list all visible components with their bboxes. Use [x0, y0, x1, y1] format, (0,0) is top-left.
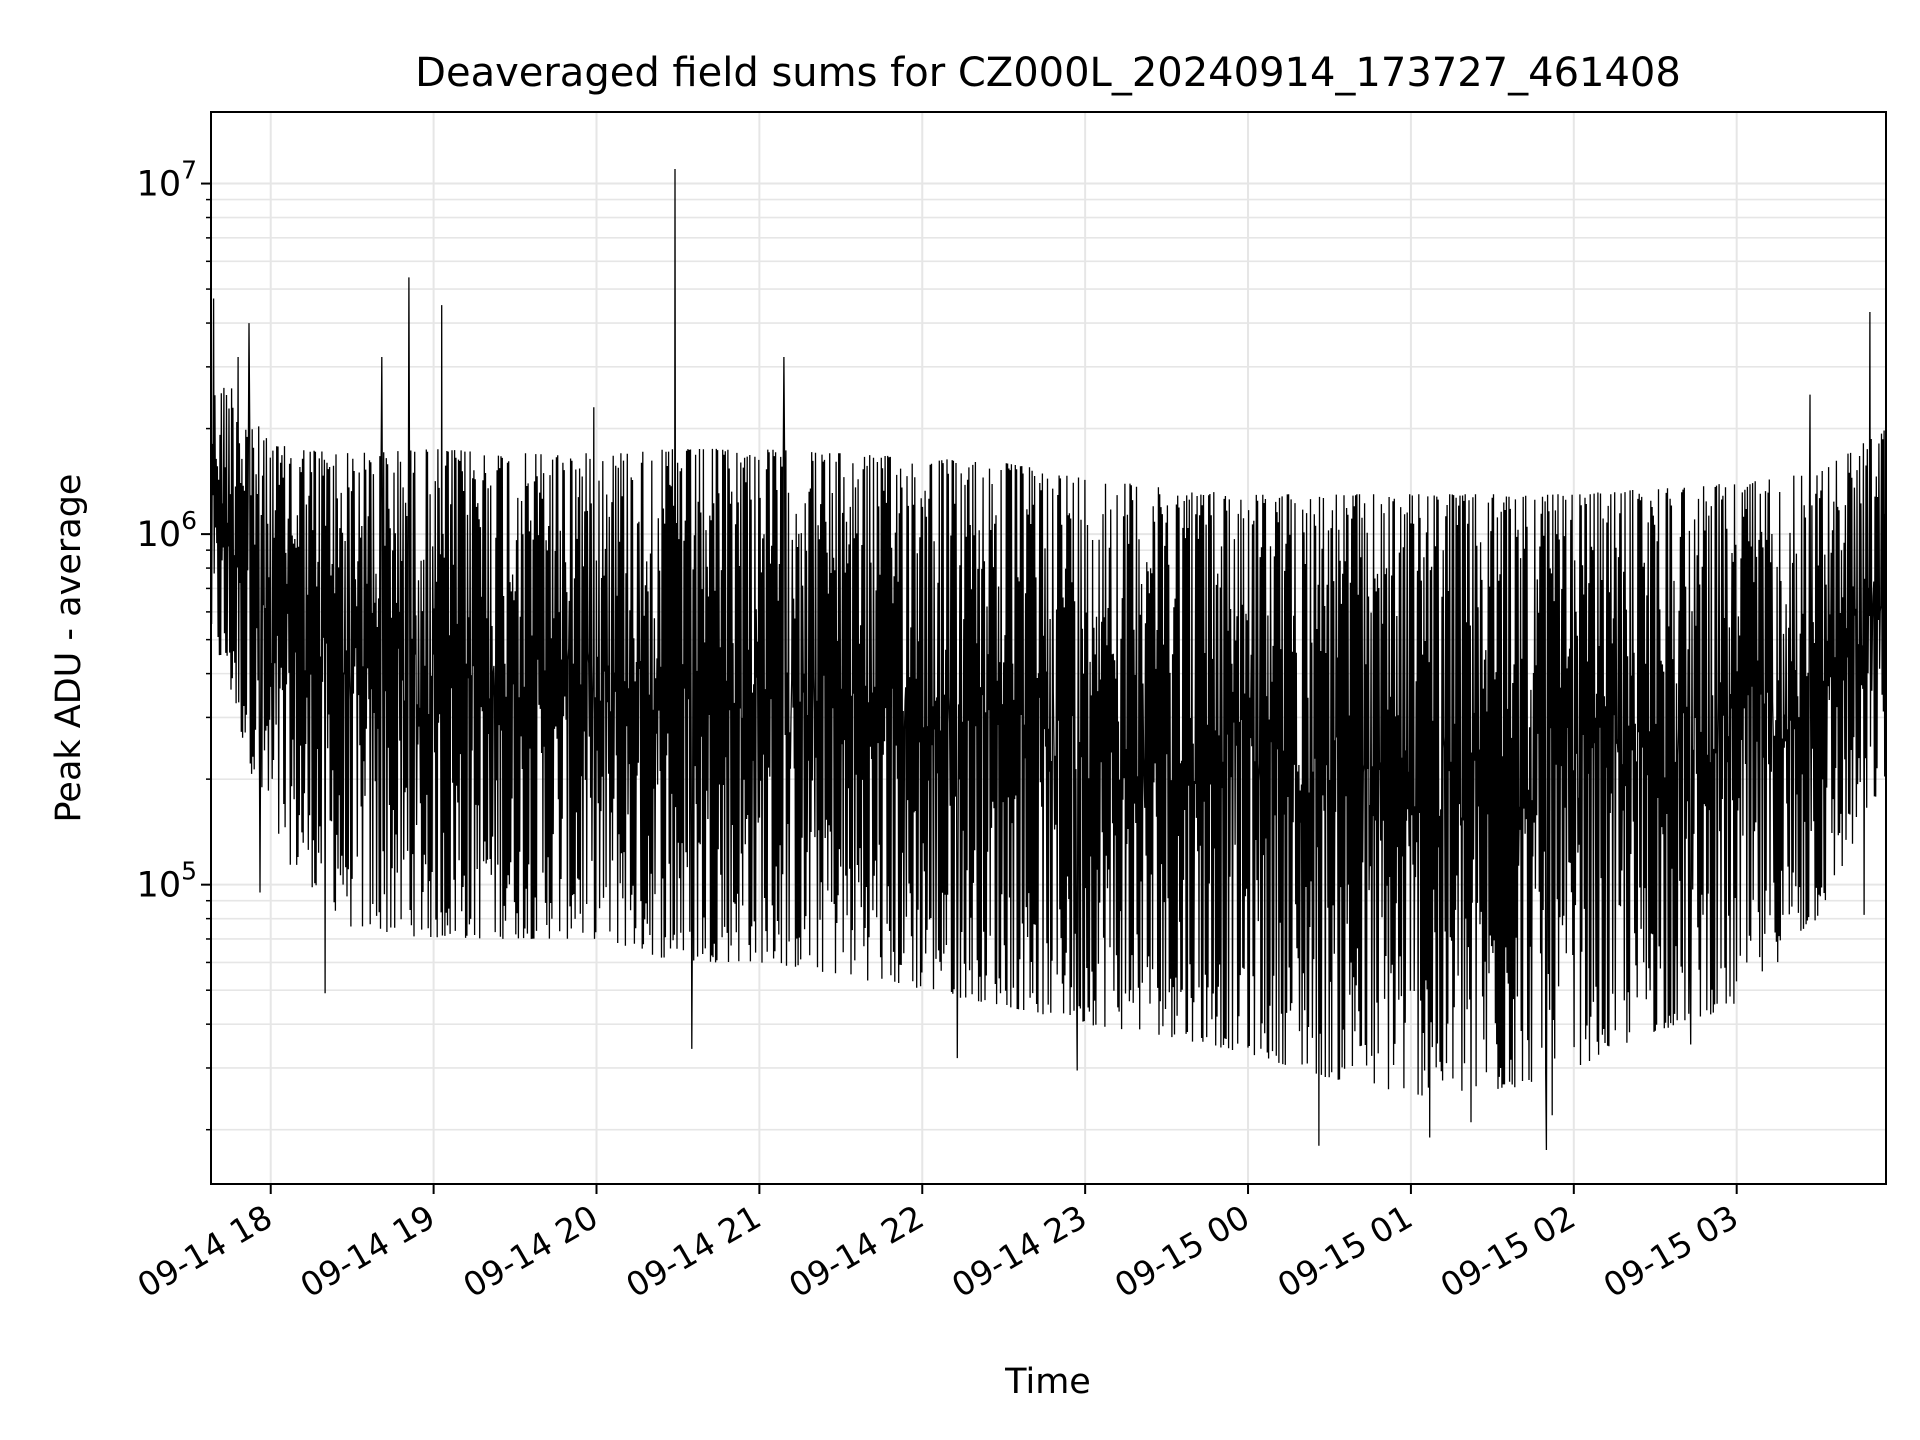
series-line: [210, 168, 1887, 1151]
y-tick-label: 106: [137, 506, 197, 555]
series-path: [210, 168, 1887, 1151]
x-axis-label: Time: [1004, 1362, 1091, 1402]
y-tick-label: 105: [137, 857, 197, 906]
y-axis-label: Peak ADU - average: [49, 474, 89, 823]
y-tick-label: 107: [137, 156, 197, 205]
chart-title: Deaveraged field sums for CZ000L_2024091…: [415, 50, 1681, 96]
y-axis: 105 106 107: [137, 156, 211, 1131]
plot-frame: [210, 111, 1887, 1185]
